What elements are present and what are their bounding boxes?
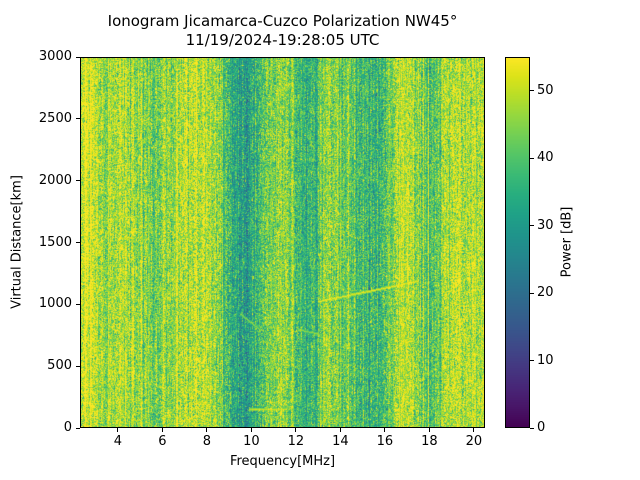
x-tick-mark bbox=[117, 428, 119, 432]
x-tick-mark bbox=[295, 428, 297, 432]
colorbar-canvas bbox=[505, 57, 530, 428]
y-tick-mark bbox=[76, 118, 80, 120]
chart-title-block: Ionogram Jicamarca-Cuzco Polarization NW… bbox=[80, 12, 485, 50]
chart-subtitle: 11/19/2024-19:28:05 UTC bbox=[185, 31, 380, 49]
x-tick-mark bbox=[161, 428, 163, 432]
colorbar-tick-label: 20 bbox=[537, 285, 554, 301]
colorbar-tick-label: 50 bbox=[537, 82, 554, 98]
colorbar-label: Power [dB] bbox=[559, 206, 575, 278]
y-tick-label: 0 bbox=[63, 420, 72, 435]
colorbar-tick-label: 10 bbox=[537, 352, 554, 368]
x-axis-label: Frequency[MHz] bbox=[229, 454, 336, 469]
x-tick-label: 18 bbox=[421, 434, 438, 449]
x-tick-label: 16 bbox=[376, 434, 394, 449]
x-tick-mark bbox=[428, 428, 430, 432]
heatmap-canvas bbox=[80, 57, 485, 428]
y-tick-label: 2000 bbox=[38, 172, 72, 188]
colorbar-tick-mark bbox=[530, 157, 534, 159]
colorbar-tick-label: 0 bbox=[537, 420, 546, 435]
x-tick-label: 10 bbox=[243, 434, 260, 449]
x-tick-label: 14 bbox=[332, 434, 349, 449]
chart-title: Ionogram Jicamarca-Cuzco Polarization NW… bbox=[107, 12, 458, 30]
y-tick-label: 500 bbox=[47, 358, 72, 374]
y-tick-label: 2500 bbox=[38, 110, 72, 126]
x-tick-label: 4 bbox=[113, 434, 122, 449]
colorbar-tick-mark bbox=[530, 90, 534, 92]
x-tick-mark bbox=[206, 428, 208, 432]
y-tick-mark bbox=[76, 180, 80, 182]
y-tick-label: 3000 bbox=[38, 49, 72, 64]
x-tick-label: 20 bbox=[465, 434, 483, 449]
x-tick-label: 8 bbox=[202, 434, 211, 449]
colorbar-tick-mark bbox=[530, 225, 534, 227]
x-tick-mark bbox=[250, 428, 252, 432]
colorbar-tick-label: 40 bbox=[537, 150, 554, 166]
x-tick-label: 6 bbox=[158, 434, 167, 449]
colorbar-tick-mark bbox=[530, 292, 534, 294]
y-tick-mark bbox=[76, 427, 80, 429]
x-tick-mark bbox=[339, 428, 341, 432]
y-tick-mark bbox=[76, 365, 80, 367]
y-tick-label: 1000 bbox=[38, 296, 72, 312]
y-tick-mark bbox=[76, 56, 80, 58]
y-axis-label: Virtual Distance[km] bbox=[9, 175, 25, 309]
colorbar-tick-mark bbox=[530, 360, 534, 362]
y-tick-label: 1500 bbox=[38, 234, 72, 250]
y-tick-mark bbox=[76, 303, 80, 305]
colorbar-tick-mark bbox=[530, 427, 534, 429]
x-tick-mark bbox=[384, 428, 386, 432]
y-tick-mark bbox=[76, 242, 80, 243]
colorbar-tick-label: 30 bbox=[537, 217, 554, 233]
x-tick-mark bbox=[473, 428, 475, 432]
x-tick-label: 12 bbox=[287, 434, 305, 449]
